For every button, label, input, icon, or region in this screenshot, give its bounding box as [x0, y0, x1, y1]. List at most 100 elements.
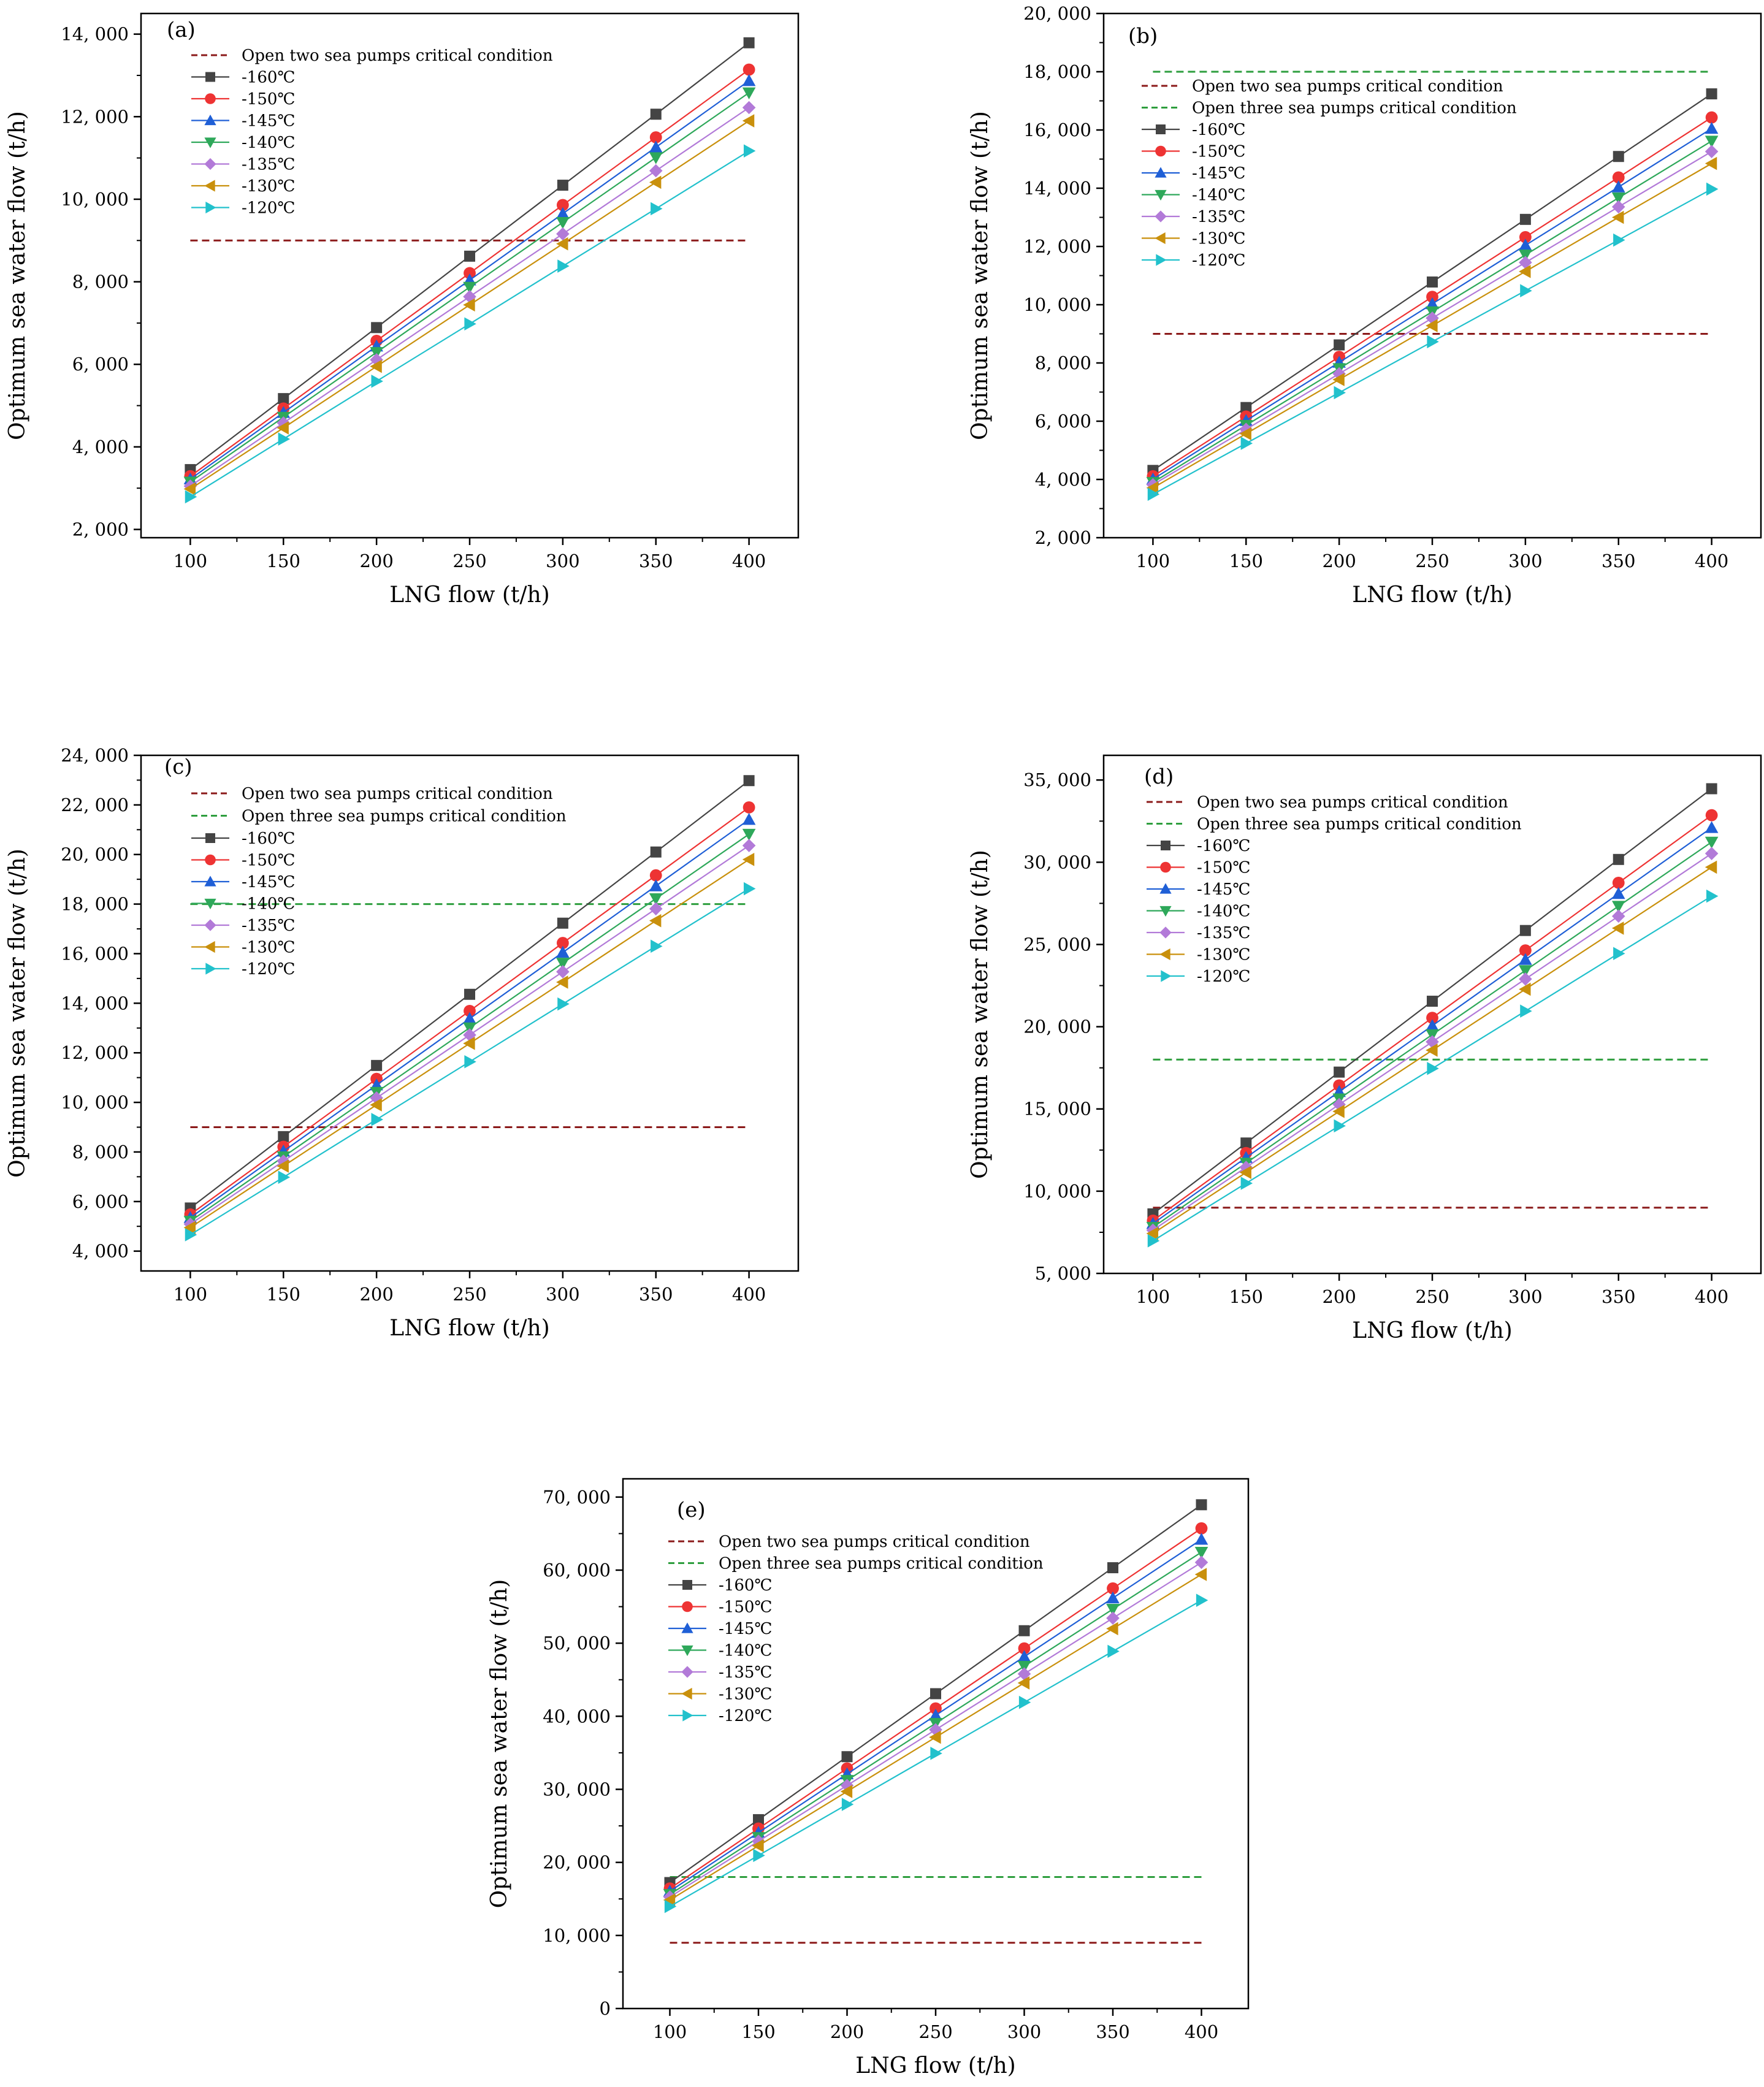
legend-series-label: -145℃ [242, 873, 296, 891]
y-axis-title: Optimum sea water flow (t/h) [968, 850, 993, 1179]
x-tick-label: 100 [653, 2021, 687, 2042]
x-tick-label: 300 [1508, 1286, 1542, 1307]
data-point [1107, 1562, 1118, 1574]
data-point [1611, 909, 1625, 923]
data-point [557, 180, 568, 191]
y-tick-label: 20, 000 [1023, 1017, 1091, 1037]
legend-series-label: -120℃ [242, 960, 296, 979]
y-tick-label: 70, 000 [543, 1487, 611, 1508]
y-tick-label: 12, 000 [1023, 236, 1091, 257]
legend-series-label: -130℃ [242, 177, 296, 196]
data-point [930, 1688, 941, 1700]
y-tick-label: 16, 000 [1023, 120, 1091, 140]
legend-marker [1155, 210, 1167, 223]
legend-series-label: -130℃ [242, 939, 296, 957]
data-point [752, 1839, 764, 1853]
data-point [650, 846, 662, 858]
data-point [1146, 1227, 1159, 1240]
data-point [1334, 1119, 1346, 1133]
y-axis-title: Optimum sea water flow (t/h) [5, 111, 30, 440]
y-tick-label: 10, 000 [1023, 1181, 1091, 1202]
data-point [556, 965, 570, 979]
data-point [1146, 481, 1159, 495]
legend-marker [1159, 906, 1172, 917]
data-point [1194, 1533, 1208, 1545]
legend-marker [1155, 189, 1167, 201]
legend-marker [204, 876, 216, 887]
x-tick-label: 250 [918, 2021, 952, 2042]
x-tick-label: 400 [1695, 1286, 1728, 1307]
legend-marker [204, 114, 216, 126]
data-point [1611, 901, 1625, 913]
legend-critical-label: Open three sea pumps critical condition [1197, 815, 1522, 834]
x-tick-label: 100 [1136, 551, 1170, 571]
x-tick-label: 300 [1007, 2021, 1041, 2042]
x-tick-label: 350 [1602, 551, 1635, 571]
data-point [1611, 180, 1625, 193]
data-point [1706, 889, 1719, 903]
x-tick-label: 350 [1602, 1286, 1635, 1307]
data-point [1705, 809, 1718, 822]
legend-marker [205, 833, 215, 843]
legend-marker [204, 180, 215, 192]
data-point [1612, 171, 1625, 184]
data-point [1519, 238, 1532, 251]
x-tick-label: 100 [1136, 1286, 1170, 1307]
y-tick-label: 2, 000 [72, 519, 129, 540]
data-point [1427, 1061, 1439, 1075]
data-point [556, 207, 570, 219]
legend-marker [205, 854, 216, 866]
legend-marker [681, 1687, 692, 1700]
data-point [370, 1098, 382, 1112]
data-point [840, 1785, 853, 1798]
data-point [463, 281, 476, 294]
data-point [742, 101, 756, 115]
x-axis-title: LNG flow (t/h) [389, 582, 549, 608]
legend-marker [1161, 970, 1172, 982]
data-point [743, 882, 756, 896]
x-axis-title: LNG flow (t/h) [855, 2053, 1015, 2078]
y-tick-label: 10, 000 [1023, 294, 1091, 315]
legend-marker [204, 940, 215, 953]
legend-marker [205, 963, 216, 975]
x-tick-label: 250 [1415, 551, 1449, 571]
data-point [649, 914, 662, 928]
data-point [930, 1747, 942, 1760]
data-point [743, 775, 755, 787]
data-point [463, 1037, 475, 1050]
data-point [742, 853, 755, 866]
data-point [1519, 972, 1532, 986]
data-point [1426, 1019, 1439, 1031]
x-tick-label: 150 [267, 551, 300, 571]
legend-series-label: -120℃ [242, 199, 296, 218]
data-point [1196, 1499, 1207, 1511]
data-point [1195, 1522, 1208, 1535]
data-point [1196, 1593, 1208, 1607]
x-tick-label: 200 [1322, 1286, 1356, 1307]
legend-series-label: -150℃ [242, 90, 296, 109]
legend-marker [682, 1580, 692, 1590]
data-point [742, 87, 756, 100]
legend-series-label: -145℃ [1192, 164, 1246, 183]
data-point [1705, 156, 1717, 170]
y-tick-label: 40, 000 [543, 1706, 611, 1726]
data-point [649, 175, 662, 189]
x-tick-label: 200 [359, 551, 393, 571]
data-point [743, 63, 755, 76]
data-point [1705, 111, 1718, 124]
legend-marker [1159, 883, 1172, 894]
legend-series-label: -140℃ [1197, 902, 1251, 921]
data-point [1018, 1695, 1031, 1709]
data-point [1519, 250, 1532, 262]
data-point [1334, 386, 1346, 400]
x-tick-label: 100 [174, 1284, 207, 1305]
legend-marker [1155, 232, 1166, 245]
legend-series-label: -130℃ [1197, 946, 1251, 964]
data-point [371, 1113, 383, 1126]
data-point [1194, 1568, 1207, 1581]
legend-series-label: -160℃ [1197, 837, 1251, 855]
data-point [371, 322, 383, 334]
data-point [1107, 1644, 1120, 1658]
data-point [1106, 1603, 1120, 1616]
legend-critical-label: Open two sea pumps critical condition [719, 1533, 1030, 1551]
